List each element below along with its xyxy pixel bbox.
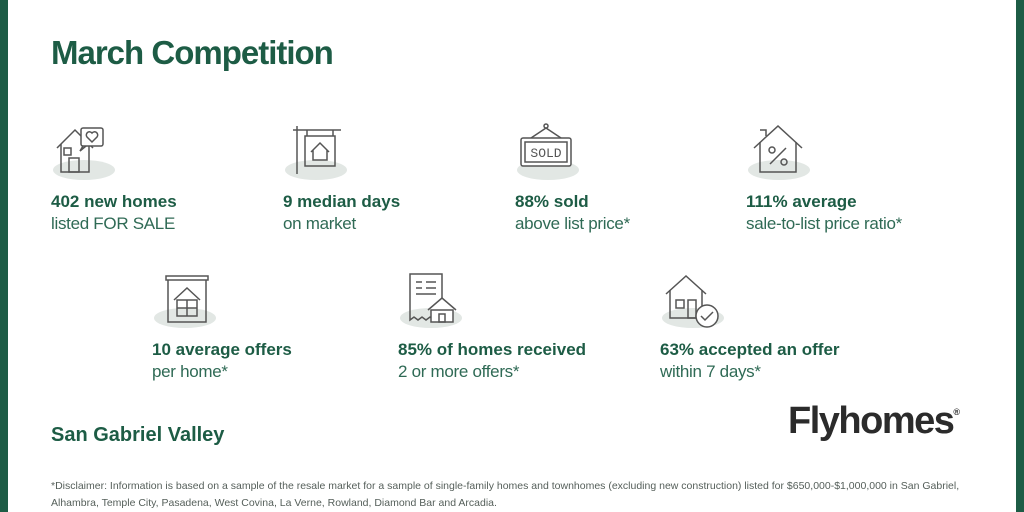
stat-value: 402 new homes: [51, 192, 177, 211]
page-title: March Competition: [51, 34, 334, 71]
house-percent-icon: [746, 122, 814, 184]
right-border: [1016, 0, 1024, 512]
house-heart-icon: [51, 122, 119, 184]
stat-label: on market: [283, 214, 356, 233]
stat-label: 2 or more offers*: [398, 362, 520, 381]
stat-label: within 7 days*: [660, 362, 761, 381]
receipt-house-icon: [398, 270, 466, 332]
stat-label: above list price*: [515, 214, 630, 233]
stat-value: 63% accepted an offer: [660, 340, 840, 359]
stat-multiple-offers: 85% of homes received 2 or more offers*: [398, 270, 638, 382]
stat-average-offers: 10 average offers per home*: [152, 270, 392, 382]
stat-median-days: 9 median days on market: [283, 122, 523, 234]
stat-label: sale-to-list price ratio*: [746, 214, 902, 233]
stat-accepted-offer: 63% accepted an offer within 7 days*: [660, 270, 900, 382]
stat-new-homes: 402 new homes listed FOR SALE: [51, 122, 291, 234]
stat-value: 111% average: [746, 192, 857, 211]
flyhomes-logo: Flyhomes®: [788, 400, 961, 442]
house-check-icon: [660, 270, 728, 332]
stat-value: 85% of homes received: [398, 340, 587, 359]
stat-sold-above: SOLD 88% sold above list price*: [515, 122, 755, 234]
stat-value: 9 median days: [283, 192, 401, 211]
stat-label: listed FOR SALE: [51, 214, 175, 233]
stat-sale-to-list: 111% average sale-to-list price ratio*: [746, 122, 986, 234]
svg-text:SOLD: SOLD: [530, 146, 561, 161]
document-house-icon: [152, 270, 220, 332]
stat-value: 88% sold: [515, 192, 589, 211]
stat-label: per home*: [152, 362, 228, 381]
house-sign-icon: [283, 122, 351, 184]
left-border: [0, 0, 8, 512]
region-label: San Gabriel Valley: [51, 424, 225, 446]
sold-sign-icon: SOLD: [515, 122, 583, 184]
stat-value: 10 average offers: [152, 340, 292, 359]
disclaimer-text: *Disclaimer: Information is based on a s…: [51, 480, 960, 509]
